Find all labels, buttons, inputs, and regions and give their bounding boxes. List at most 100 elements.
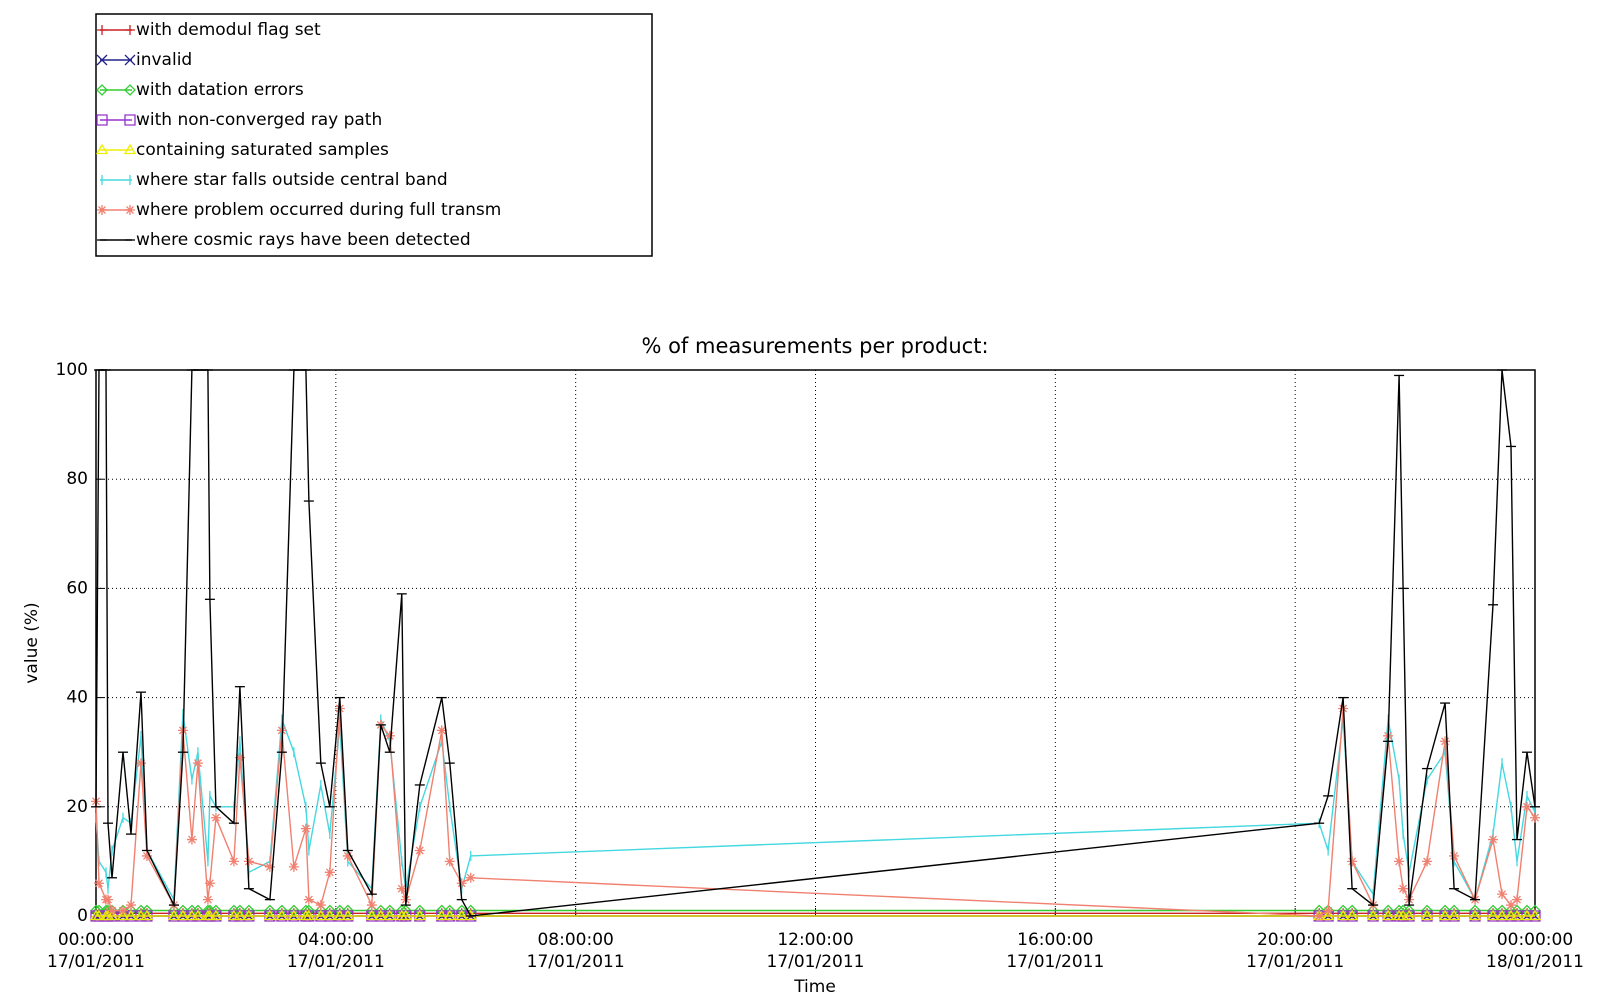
marker	[125, 205, 135, 215]
marker	[444, 910, 456, 922]
x-tick-label: 00:00:00	[58, 930, 134, 950]
marker	[117, 905, 128, 916]
marker	[1447, 909, 1461, 921]
legend-entry: with demodul flag set	[97, 20, 321, 40]
x-tick-label: 17/01/2011	[767, 952, 865, 972]
marker	[465, 872, 476, 883]
marker	[324, 867, 335, 878]
marker	[1422, 856, 1433, 867]
marker	[1322, 909, 1335, 921]
marker	[1529, 910, 1541, 922]
marker	[135, 758, 146, 769]
marker	[1522, 801, 1533, 812]
marker	[287, 909, 300, 921]
marker	[341, 909, 354, 921]
y-tick-label: 40	[66, 688, 88, 708]
marker	[1421, 910, 1433, 922]
marker	[102, 894, 113, 905]
marker	[435, 909, 448, 921]
marker	[124, 909, 138, 921]
marker	[396, 883, 407, 894]
marker	[124, 114, 136, 126]
legend-entry: where star falls outside central band	[100, 170, 448, 190]
marker	[1402, 909, 1416, 921]
marker	[276, 910, 288, 922]
marker	[288, 910, 300, 922]
series	[91, 369, 1540, 917]
x-tick-label: 04:00:00	[298, 930, 374, 950]
marker	[105, 909, 119, 921]
legend-entry: with datation errors	[96, 80, 304, 100]
y-tick-label: 60	[66, 578, 88, 598]
marker	[134, 909, 148, 921]
x-tick-label: 00:00:00	[1497, 930, 1573, 950]
x-tick-label: 17/01/2011	[47, 952, 145, 972]
marker	[1323, 905, 1334, 916]
marker	[1381, 909, 1395, 921]
marker	[1520, 909, 1534, 921]
marker	[1367, 910, 1379, 922]
marker	[1345, 909, 1359, 921]
marker	[264, 910, 276, 922]
marker	[1512, 894, 1523, 905]
legend-box	[95, 13, 653, 257]
marker	[141, 910, 153, 922]
marker	[185, 909, 199, 921]
marker	[203, 909, 217, 921]
marker	[116, 909, 130, 921]
y-tick-label: 20	[66, 797, 88, 817]
legend-entry: containing saturated samples	[95, 140, 389, 160]
x-tick-label: 20:00:00	[1257, 930, 1333, 950]
x-tick-label: 17/01/2011	[527, 952, 625, 972]
legend-label: with datation errors	[136, 80, 304, 100]
x-tick-label: 12:00:00	[777, 930, 853, 950]
marker	[210, 910, 222, 922]
marker	[1528, 909, 1542, 921]
legend-label: containing saturated samples	[136, 140, 389, 160]
y-tick-label: 80	[66, 469, 88, 489]
marker	[315, 900, 326, 911]
legend-label: with demodul flag set	[136, 20, 321, 40]
marker	[1394, 856, 1405, 867]
marker	[97, 25, 107, 35]
marker	[141, 850, 152, 861]
marker	[192, 758, 203, 769]
marker	[106, 905, 117, 916]
marker	[456, 878, 467, 889]
marker	[1506, 900, 1517, 911]
marker	[123, 143, 137, 155]
marker	[1495, 909, 1509, 921]
y-tick-label: 0	[77, 906, 88, 926]
legend-entry: where cosmic rays have been detected	[97, 230, 471, 250]
marker	[1314, 911, 1325, 921]
marker	[1497, 889, 1508, 900]
marker	[1396, 909, 1410, 921]
marker	[414, 845, 425, 856]
marker	[96, 114, 108, 126]
marker	[1510, 909, 1524, 921]
marker	[1403, 910, 1415, 922]
legend-entry: invalid	[96, 50, 192, 70]
marker	[303, 910, 315, 922]
marker	[242, 909, 256, 921]
marker	[333, 909, 346, 921]
marker	[96, 84, 108, 96]
legend-label: invalid	[136, 50, 192, 70]
marker	[243, 856, 254, 867]
marker	[124, 84, 136, 96]
marker	[264, 861, 275, 872]
marker	[210, 812, 221, 823]
x-tick-label: 17/01/2011	[1246, 952, 1344, 972]
marker	[400, 910, 412, 922]
marker	[1336, 909, 1350, 921]
marker	[97, 205, 107, 215]
marker	[342, 850, 353, 861]
marker	[1440, 736, 1451, 747]
marker	[1530, 812, 1540, 823]
y-tick-label: 100	[56, 360, 88, 380]
marker	[1486, 909, 1500, 921]
marker	[1347, 856, 1358, 867]
marker	[414, 910, 426, 922]
marker	[276, 725, 287, 736]
marker	[263, 909, 277, 921]
